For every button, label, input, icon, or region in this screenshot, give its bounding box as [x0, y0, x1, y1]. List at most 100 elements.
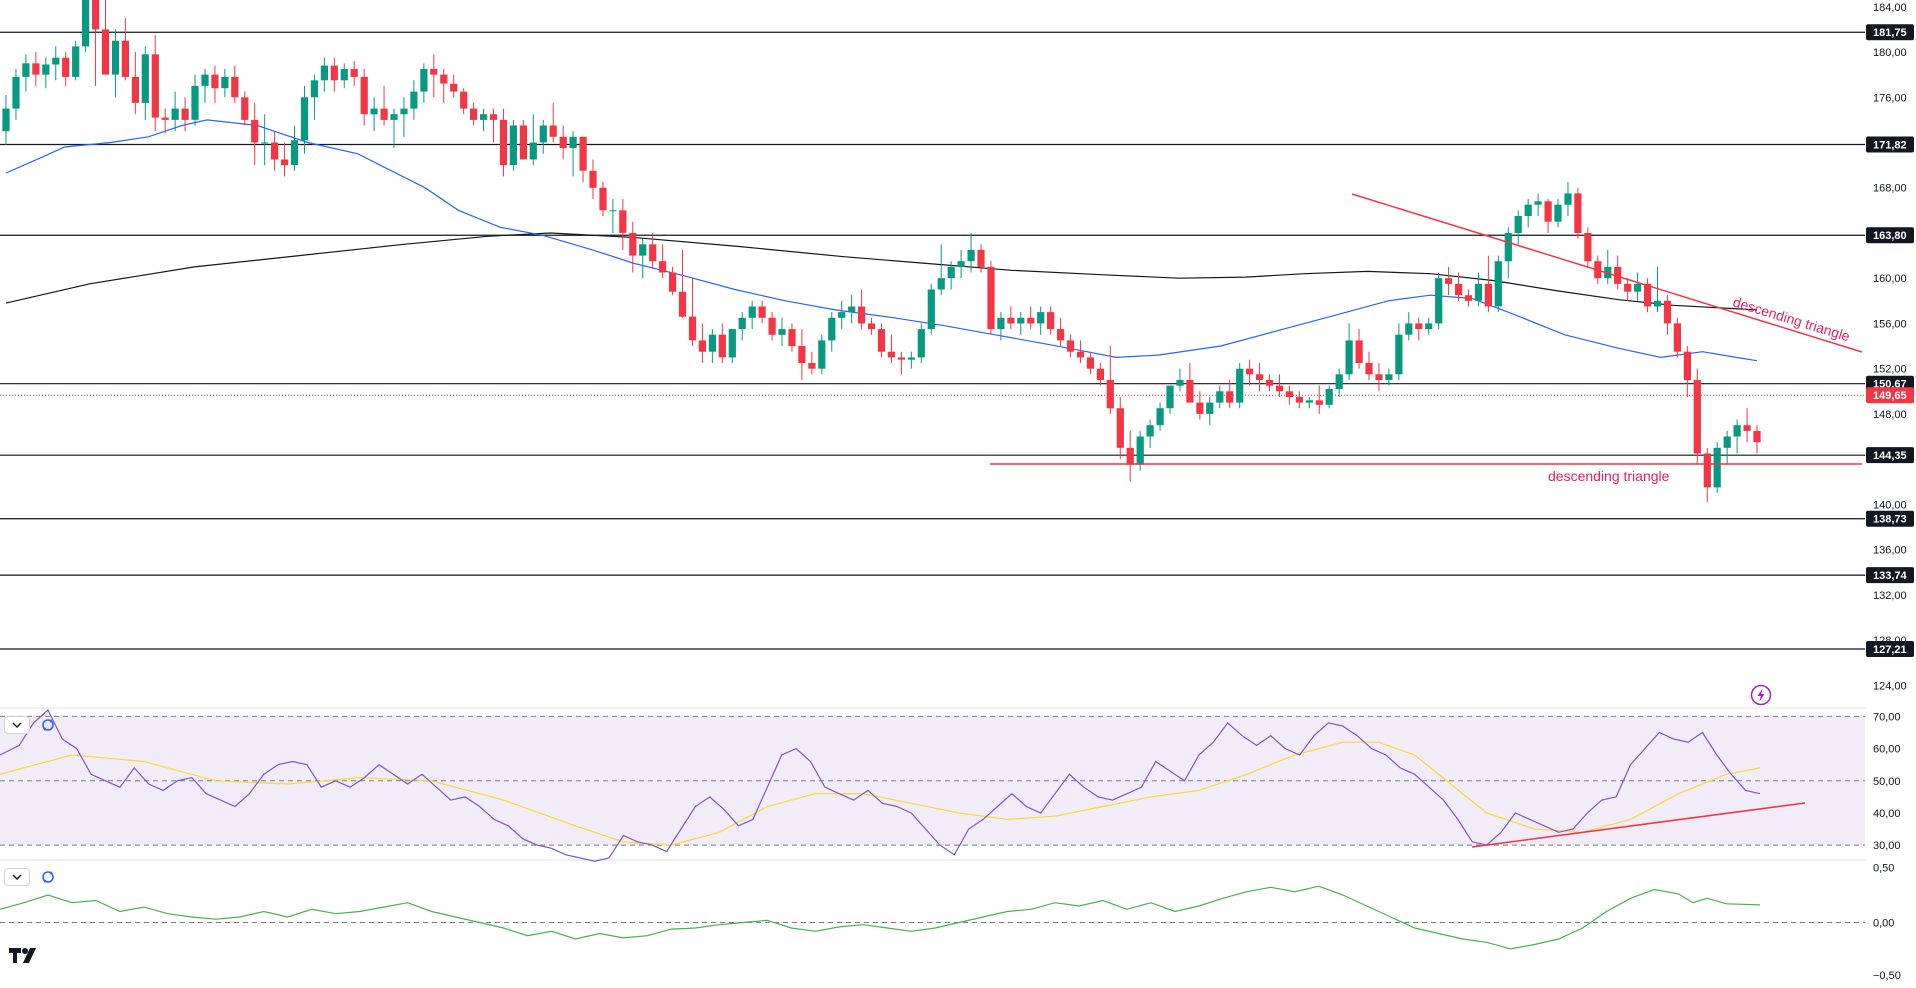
candle-body	[62, 57, 70, 77]
level-price-label-bg	[1866, 447, 1914, 464]
rsi-tick-label: 50,00	[1873, 776, 1901, 788]
candle-body	[1196, 402, 1204, 414]
candle-body	[1086, 357, 1094, 369]
rsi-tick-label: 60,00	[1873, 744, 1901, 756]
candle-body	[708, 334, 716, 352]
candle-body	[211, 74, 219, 89]
candle-body	[221, 76, 229, 89]
candle-body	[1325, 389, 1333, 405]
candle-body	[1017, 317, 1025, 324]
candle-body	[1256, 374, 1264, 380]
candle-body	[470, 108, 478, 120]
oscillator-pane	[0, 885, 1865, 950]
candle-body	[1405, 323, 1413, 335]
candle-body	[1534, 201, 1542, 205]
rsi-trendline[interactable]	[1471, 802, 1806, 848]
candle-body	[868, 323, 876, 330]
candle-body	[1216, 391, 1224, 403]
candle-body	[808, 363, 816, 369]
candle-body	[1057, 329, 1065, 341]
candle-body	[907, 357, 915, 360]
price-tick-label: 132,00	[1873, 590, 1907, 602]
candle-body	[1096, 368, 1104, 380]
candle-body	[659, 261, 667, 273]
last-price-label-bg	[1866, 387, 1914, 404]
candle-body	[320, 65, 328, 81]
candle-body	[778, 329, 786, 335]
candle-body	[370, 108, 378, 115]
candle-body	[1564, 193, 1572, 205]
candle-body	[450, 83, 458, 92]
candle-body	[609, 210, 617, 212]
candle-body	[1425, 323, 1433, 330]
candle-body	[281, 159, 289, 166]
candle-body	[1624, 283, 1632, 292]
candle-body	[1494, 261, 1502, 307]
candle-body	[1385, 374, 1393, 380]
candle-body	[430, 69, 438, 75]
level-price-label-bg	[1866, 510, 1914, 527]
candle-body	[529, 142, 537, 160]
refresh-icon[interactable]	[39, 868, 57, 886]
candle-body	[360, 76, 368, 115]
level-price-label-bg	[1866, 567, 1914, 584]
collapse-rsi-pane-button[interactable]	[4, 716, 30, 734]
candle-body	[22, 63, 30, 77]
annotation-label: descending triangle	[1548, 468, 1670, 484]
candle-body	[1047, 312, 1055, 330]
chevron-down-icon	[12, 874, 22, 880]
level-price-label-bg	[1866, 640, 1914, 657]
candle-body	[420, 69, 428, 92]
candle-body	[848, 306, 856, 313]
lightning-icon[interactable]	[1750, 684, 1772, 706]
candle-body	[499, 119, 508, 166]
candle-body	[1236, 368, 1244, 403]
collapse-oscillator-pane-button[interactable]	[4, 868, 30, 886]
candle-body	[1514, 216, 1522, 233]
candle-body	[619, 210, 627, 233]
rsi-tick-label: 30,00	[1873, 840, 1901, 852]
candle-body	[509, 125, 517, 166]
candle-body	[1246, 368, 1254, 375]
candle-body	[1663, 300, 1672, 324]
price-tick-label: 148,00	[1873, 409, 1907, 421]
candle-body	[927, 289, 935, 330]
candle-body	[838, 312, 846, 318]
candle-body	[678, 291, 687, 317]
refresh-icon[interactable]	[39, 716, 57, 734]
candle-body	[290, 140, 299, 166]
candle-body	[539, 125, 547, 143]
candle-body	[131, 76, 139, 103]
candle-body	[718, 334, 726, 358]
descending-trendline[interactable]	[1351, 193, 1863, 353]
candle-body	[1693, 380, 1701, 454]
candle-body	[798, 346, 806, 363]
price-tick-label: 124,00	[1873, 680, 1907, 692]
oscillator-tick-label: 0,00	[1873, 918, 1894, 930]
candle-body	[480, 114, 488, 120]
candle-body	[758, 306, 766, 318]
candle-body	[121, 40, 129, 77]
candle-body	[1226, 391, 1234, 403]
candle-body	[1305, 400, 1313, 403]
candle-body	[519, 125, 527, 160]
price-tick-label: 156,00	[1873, 318, 1907, 330]
candle-body	[330, 65, 338, 81]
candle-body	[1315, 400, 1323, 405]
candle-body	[549, 125, 557, 137]
candle-body	[72, 46, 80, 77]
candle-body	[1116, 408, 1124, 448]
candle-body	[1753, 430, 1761, 443]
candle-body	[1335, 374, 1343, 389]
candle-body	[201, 74, 209, 86]
price-tick-label: 152,00	[1873, 364, 1907, 376]
candle-body	[569, 136, 577, 149]
candle-body	[101, 29, 110, 75]
candle-body	[1574, 193, 1582, 233]
price-pane: descending triangle descending triangle	[0, 0, 1916, 861]
level-price-label: 144,35	[1873, 450, 1907, 462]
candle-body	[1653, 300, 1662, 307]
candle-body	[340, 69, 348, 81]
